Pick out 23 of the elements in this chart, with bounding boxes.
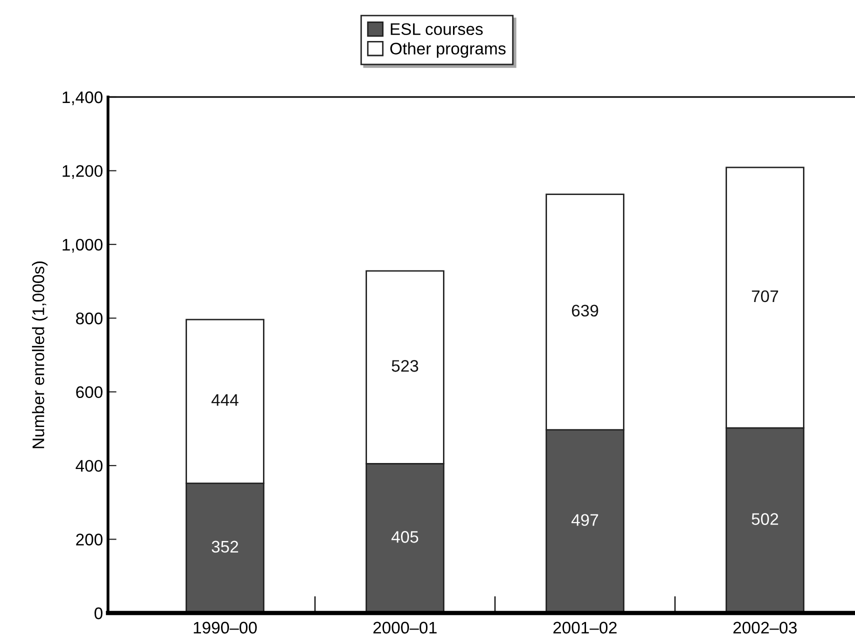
x-tick-label: 2000–01 [373,622,437,634]
y-axis-title: Number enrolled (1,000s) [32,262,48,448]
x-tick-label: 1990–00 [194,622,257,634]
y-tick-label: 800 [76,312,102,324]
legend-label: ESL courses [390,23,483,36]
y-tick-label: 0 [94,607,102,620]
y-tick-label: 200 [76,534,102,546]
y-tick-label: 400 [76,460,102,472]
y-tick-label: 1,400 [62,91,102,106]
data-label: 639 [572,304,598,317]
data-label: 497 [571,514,598,526]
legend-label: Other programs [390,42,506,58]
y-tick-label: 1,000 [62,238,102,253]
data-label: 502 [752,513,778,525]
y-tick-label: 1,200 [62,165,102,179]
x-tick-label: 2002–03 [733,622,797,634]
data-label: 405 [391,531,418,543]
data-label: 707 [752,290,778,302]
data-label: 352 [212,540,238,553]
x-tick-label: 2001–02 [553,622,617,634]
data-label: 444 [211,394,238,406]
y-tick-label: 600 [76,386,102,398]
data-label: 523 [392,360,418,372]
